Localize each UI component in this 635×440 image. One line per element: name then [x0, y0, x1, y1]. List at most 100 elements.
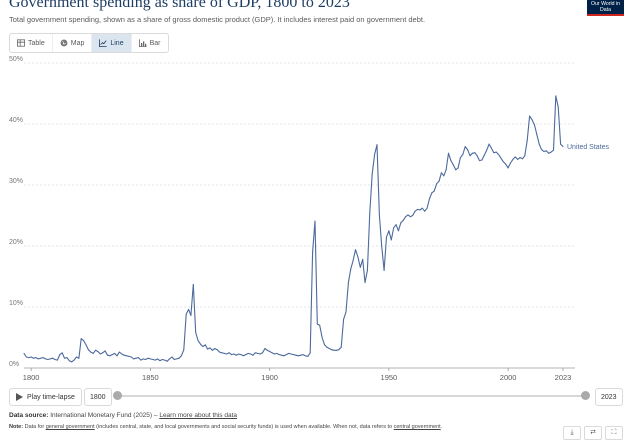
tab-table[interactable]: Table — [10, 34, 53, 52]
source-label: Data source: — [9, 412, 49, 419]
data-point — [54, 358, 56, 360]
general-government-link[interactable]: general government — [45, 424, 95, 430]
fullscreen-icon: ⛶ — [611, 429, 617, 436]
data-point — [383, 269, 385, 271]
data-point — [185, 313, 187, 315]
data-point — [495, 151, 497, 153]
data-point — [188, 308, 190, 310]
tab-label: Table — [28, 39, 45, 47]
tab-bar[interactable]: Bar — [132, 34, 168, 52]
y-tick-label: 50% — [9, 56, 23, 63]
play-timelapse-button[interactable]: Play time-lapse — [9, 388, 82, 406]
data-point — [35, 357, 37, 359]
data-point — [297, 355, 299, 357]
data-point — [123, 354, 125, 356]
table-icon — [17, 39, 25, 47]
timeline-slider-track[interactable] — [118, 395, 586, 397]
data-point — [250, 353, 252, 355]
data-note: Note: Data for general government (inclu… — [9, 424, 442, 430]
data-point — [71, 361, 73, 363]
globe-icon — [60, 39, 68, 47]
owid-logo[interactable]: Our World in Data — [587, 0, 624, 16]
data-point — [319, 324, 321, 326]
end-year-box[interactable]: 2023 — [595, 388, 623, 406]
learn-more-link[interactable]: Learn more about this data — [159, 412, 238, 419]
data-point — [476, 155, 478, 157]
data-point — [135, 357, 137, 359]
data-point — [388, 230, 390, 232]
data-point — [59, 354, 61, 356]
line-chart: 0% 10% 20% 30% 40% 50% 1800 1850 1900 1950 2000 202… — [9, 56, 610, 382]
share-button[interactable]: ⮂ — [584, 426, 602, 440]
data-point — [295, 354, 297, 356]
data-point — [259, 353, 261, 355]
data-point — [85, 344, 87, 346]
data-point — [145, 358, 147, 360]
source-text: International Monetary Fund (2025) – — [50, 412, 158, 419]
series-label[interactable]: United States — [567, 144, 610, 151]
y-tick-label: 10% — [9, 300, 23, 307]
data-point — [529, 115, 531, 117]
data-point — [66, 357, 68, 359]
data-point — [400, 222, 402, 224]
data-point — [386, 236, 388, 238]
data-point — [142, 358, 144, 360]
data-point — [276, 352, 278, 354]
data-point — [481, 159, 483, 161]
chart-title: Government spending as share of GDP, 180… — [9, 0, 350, 11]
data-point — [402, 219, 404, 221]
note-label: Note: — [9, 424, 24, 430]
data-point — [87, 349, 89, 351]
start-year-box[interactable]: 1800 — [84, 388, 112, 406]
timeline-end-handle[interactable] — [581, 391, 590, 400]
data-point — [397, 230, 399, 232]
data-point — [104, 350, 106, 352]
data-point — [307, 355, 309, 357]
data-point — [347, 282, 349, 284]
tab-line[interactable]: Line — [92, 34, 132, 52]
data-point — [374, 154, 376, 155]
data-point — [288, 352, 290, 354]
data-point — [183, 349, 185, 351]
download-button[interactable]: ⤓ — [563, 426, 581, 440]
data-point — [137, 357, 139, 359]
data-point — [73, 359, 75, 361]
central-government-link[interactable]: central government — [393, 424, 441, 430]
data-point — [207, 348, 209, 350]
data-point — [426, 207, 428, 209]
data-point — [204, 344, 206, 346]
data-point — [285, 354, 287, 356]
data-point — [409, 216, 411, 218]
data-point — [488, 143, 490, 145]
data-point — [40, 357, 42, 359]
data-point — [498, 154, 500, 155]
data-point — [264, 347, 266, 349]
data-point — [99, 353, 101, 355]
data-point — [440, 172, 442, 174]
data-point — [312, 251, 314, 253]
data-point — [500, 157, 502, 159]
timeline-start-handle[interactable] — [113, 391, 122, 400]
data-point — [97, 351, 99, 353]
data-point — [328, 347, 330, 349]
data-point — [273, 353, 275, 355]
y-tick-label: 40% — [9, 117, 23, 124]
fullscreen-button[interactable]: ⛶ — [605, 426, 623, 440]
play-icon — [16, 393, 23, 401]
series-line[interactable] — [23, 95, 564, 363]
data-point — [521, 158, 523, 160]
note-text: Data for — [24, 424, 45, 430]
play-label: Play time-lapse — [27, 393, 75, 401]
data-point — [166, 360, 168, 362]
data-point — [56, 359, 58, 361]
data-point — [490, 147, 492, 149]
data-point — [252, 354, 254, 356]
data-point — [450, 160, 452, 162]
data-point — [436, 183, 438, 185]
data-point — [92, 352, 94, 354]
tab-map[interactable]: Map — [53, 34, 93, 52]
data-source: Data source: International Monetary Fund… — [9, 412, 237, 419]
y-tick-label: 0% — [9, 361, 19, 368]
data-point — [326, 346, 328, 348]
data-point — [448, 152, 450, 154]
